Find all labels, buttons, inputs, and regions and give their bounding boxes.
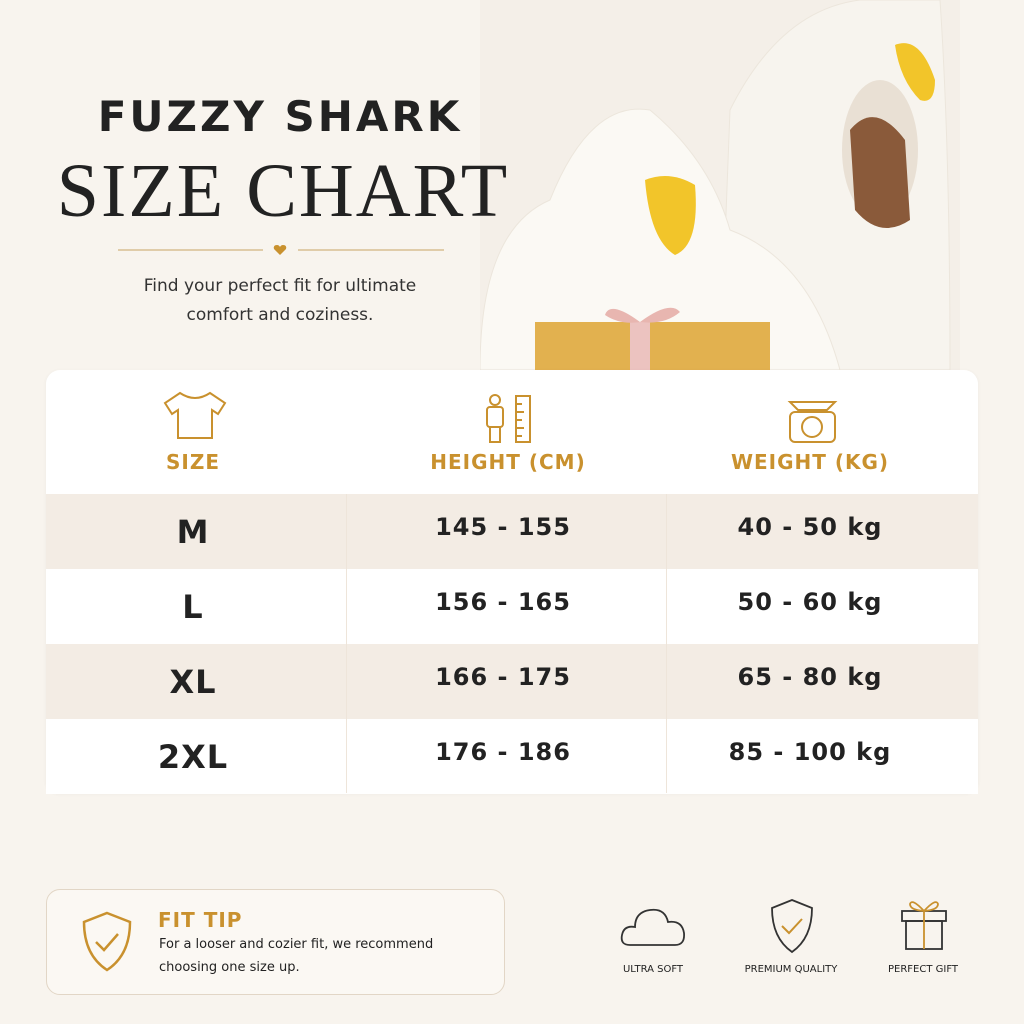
column-header: WEIGHT (KG) (730, 450, 890, 474)
table-cell: 85 - 100 kg (728, 738, 892, 766)
quality-icon (771, 899, 813, 954)
table-cell: M (176, 513, 210, 551)
product-photo (480, 0, 960, 370)
table-row (46, 719, 978, 794)
column-header: HEIGHT (CM) (430, 450, 586, 474)
table-cell: 50 - 60 kg (737, 588, 883, 616)
divider (118, 245, 444, 255)
column-divider (666, 494, 667, 793)
cloud-icon (620, 908, 685, 946)
feature-label: ULTRA SOFT (622, 964, 684, 975)
feature-label: PREMIUM QUALITY (744, 964, 838, 975)
shield-icon (82, 911, 132, 972)
table-row (46, 644, 978, 719)
fit-tip-text: For a looser and cozier fit, we recommen… (159, 937, 434, 952)
gift-icon (901, 901, 947, 950)
table-cell: 65 - 80 kg (737, 663, 883, 691)
table-cell: 2XL (157, 738, 229, 776)
shirt-icon (163, 391, 227, 439)
title: SIZE CHART (56, 149, 510, 233)
feature-label: PERFECT GIFT (887, 964, 959, 975)
table-cell: 176 - 186 (435, 738, 571, 766)
fit-tip-title: FIT TIP (158, 908, 243, 932)
fit-tip-box (46, 889, 505, 995)
table-row (46, 494, 978, 569)
column-header: SIZE (165, 450, 220, 474)
table-cell: XL (169, 663, 217, 701)
table-cell: 145 - 155 (435, 513, 571, 541)
table-cell: 156 - 165 (435, 588, 571, 616)
fit-tip-text: choosing one size up. (159, 960, 300, 975)
table-cell: 166 - 175 (435, 663, 571, 691)
height-icon (486, 394, 531, 443)
table-row (46, 569, 978, 644)
subtitle: comfort and coziness. (186, 305, 374, 325)
column-divider (346, 494, 347, 793)
brand: FUZZY SHARK (97, 92, 463, 141)
table-cell: 40 - 50 kg (737, 513, 883, 541)
scale-icon (787, 401, 838, 443)
subtitle: Find your perfect fit for ultimate (143, 276, 417, 296)
table-cell: L (182, 588, 204, 626)
